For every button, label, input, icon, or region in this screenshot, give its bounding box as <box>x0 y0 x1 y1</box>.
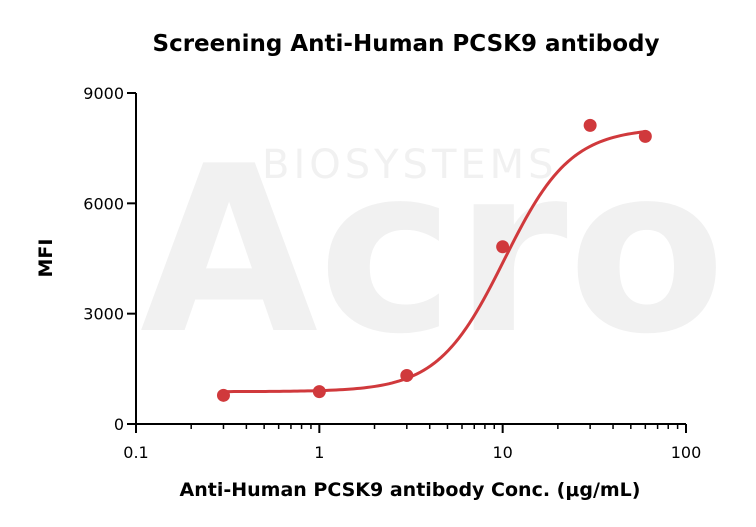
chart-title: Screening Anti-Human PCSK9 antibody <box>153 31 660 57</box>
y-tick-label: 6000 <box>83 194 124 213</box>
data-point <box>216 388 230 402</box>
axes <box>135 93 686 425</box>
data-point <box>638 129 652 143</box>
y-tick-label: 0 <box>114 415 124 434</box>
fit-curve <box>223 130 646 394</box>
x-ticks: 0.1 1 10 100 <box>123 424 701 462</box>
x-tick-label: 10 <box>492 443 512 462</box>
data-point <box>583 118 597 132</box>
data-point <box>496 240 510 254</box>
x-tick-label: 1 <box>314 443 324 462</box>
watermark: Acro BIOSYSTEMS <box>140 118 726 385</box>
y-tick-label: 9000 <box>83 84 124 103</box>
y-axis-title: MFI <box>35 239 57 278</box>
x-tick-label: 100 <box>671 443 702 462</box>
y-tick-label: 3000 <box>83 305 124 324</box>
data-point <box>312 385 326 399</box>
watermark-subtitle: BIOSYSTEMS <box>262 142 558 188</box>
data-point <box>400 368 414 382</box>
watermark-brand: Acro <box>140 118 726 385</box>
x-tick-label: 0.1 <box>123 443 148 462</box>
x-axis-title: Anti-Human PCSK9 antibody Conc. (μg/mL) <box>180 479 641 501</box>
data-points <box>216 118 652 402</box>
y-ticks: 0 3000 6000 9000 <box>83 84 136 434</box>
